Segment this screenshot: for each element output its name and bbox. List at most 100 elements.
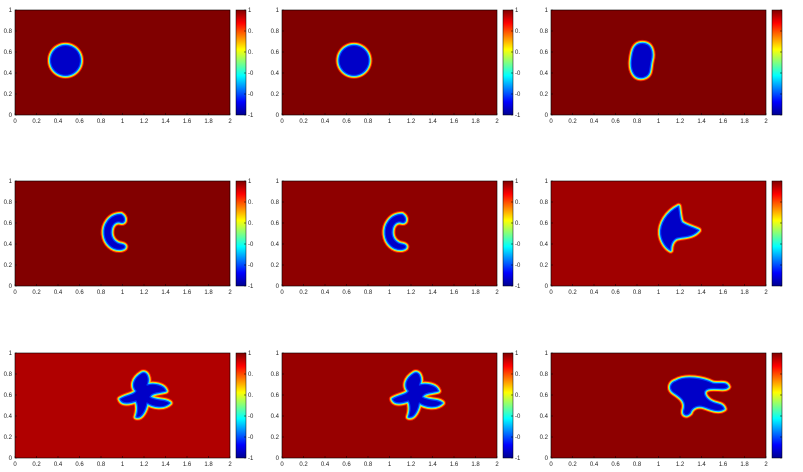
x-tick-label: 1.8 [740, 119, 749, 125]
x-tick-label: 0.8 [364, 290, 373, 296]
colorbar-tick-label: -1 [515, 113, 521, 119]
y-tick-label: 1 [276, 8, 280, 14]
x-tick-label: 2 [495, 119, 499, 125]
x-tick-label: 0.2 [568, 462, 577, 468]
x-tick-label: 0 [280, 119, 284, 125]
x-tick-label: 2 [228, 290, 232, 296]
x-tick-label: 0.6 [611, 462, 620, 468]
x-tick-label: 0.6 [75, 290, 84, 296]
y-tick-label: 0.8 [540, 200, 549, 206]
colorbar [771, 180, 783, 287]
panel-2: 0 0.2 0.4 0.6 0.8 1 1.2 1.4 1.6 1.8 2 0 0.2 0.4 0.6 0.8… [271, 8, 521, 125]
x-tick-label: 1.2 [407, 290, 416, 296]
x-tick-label: 1.6 [450, 119, 459, 125]
colorbar-tick-label: 1 [515, 179, 519, 185]
colorbar-tick-label: -0 [248, 92, 254, 98]
colorbar-tick-label: -0 [515, 92, 521, 98]
blob-interior [660, 205, 700, 251]
y-tick-label: 0 [545, 284, 549, 290]
colorbar-tick-label: 0. [248, 221, 253, 227]
x-tick-label: 2 [495, 462, 499, 468]
field-background [15, 181, 230, 286]
y-tick-label: 1 [9, 8, 13, 14]
x-tick-label: 2 [764, 462, 768, 468]
field-background [551, 353, 766, 458]
y-tick-label: 0.8 [540, 372, 549, 378]
y-tick-label: 1 [276, 351, 280, 357]
x-tick-label: 0.6 [342, 462, 351, 468]
x-tick-label: 1 [388, 119, 392, 125]
y-tick-label: 0.6 [271, 393, 280, 399]
panel-1: 0 0.2 0.4 0.6 0.8 1 1.2 1.4 1.6 1.8 2 0 0.2 0.4 0.6 0.8… [4, 8, 254, 125]
blob-interior [384, 213, 407, 251]
colorbar [502, 352, 514, 459]
y-tick-label: 0 [545, 456, 549, 462]
blob-interior [630, 42, 653, 79]
x-tick-label: 0.6 [75, 119, 84, 125]
x-tick-label: 1.2 [676, 119, 685, 125]
x-tick-label: 0.6 [342, 119, 351, 125]
x-tick-label: 1.4 [161, 119, 170, 125]
x-tick-label: 1.8 [471, 290, 480, 296]
y-tick-label: 0.6 [540, 50, 549, 56]
y-tick-label: 0.4 [4, 242, 13, 248]
y-tick-label: 0 [276, 456, 280, 462]
panel-6: 0 0.2 0.4 0.6 0.8 1 1.2 1.4 1.6 1.8 2 0 0.2 0.4 0.6 0.8… [540, 179, 783, 296]
x-tick-label: 0.2 [32, 119, 41, 125]
y-tick-label: 0.2 [271, 92, 280, 98]
colorbar-tick-label: 1 [515, 8, 519, 14]
x-tick-label: 1.4 [161, 462, 170, 468]
x-tick-label: 0.4 [590, 290, 599, 296]
y-tick-label: 0.4 [540, 414, 549, 420]
colorbar [502, 9, 514, 116]
colorbar-tick-label: -0 [515, 263, 521, 269]
colorbar-tick-label: 0. [248, 200, 253, 206]
y-tick-label: 0.6 [4, 221, 13, 227]
colorbar-tick-label: 1 [248, 351, 252, 357]
x-tick-label: 0.2 [299, 119, 308, 125]
x-tick-label: 1 [657, 290, 661, 296]
colorbar-tick-label: -0 [515, 435, 521, 441]
y-tick-label: 1 [545, 351, 549, 357]
blob-interior [669, 377, 729, 416]
x-tick-label: 1.4 [161, 290, 170, 296]
y-tick-label: 0.2 [540, 92, 549, 98]
y-tick-label: 0.6 [540, 221, 549, 227]
colorbar-tick-label: -0 [248, 263, 254, 269]
x-tick-label: 1.8 [740, 462, 749, 468]
colorbar-tick-label: -0 [248, 71, 254, 77]
x-tick-label: 1.8 [471, 462, 480, 468]
y-tick-label: 0.6 [4, 50, 13, 56]
x-tick-label: 0.8 [97, 290, 106, 296]
x-tick-label: 0.2 [32, 462, 41, 468]
x-tick-label: 1.8 [740, 290, 749, 296]
x-tick-label: 0 [280, 290, 284, 296]
x-tick-label: 1.8 [204, 119, 213, 125]
colorbar [235, 9, 247, 116]
colorbar-tick-label: 0. [248, 29, 253, 35]
colorbar-tick-label: 0. [515, 200, 520, 206]
x-tick-label: 0.8 [633, 462, 642, 468]
x-tick-label: 1 [388, 290, 392, 296]
y-tick-label: 0.2 [4, 263, 13, 269]
y-tick-label: 0 [545, 113, 549, 119]
colorbar [771, 9, 783, 116]
x-tick-label: 1.2 [676, 462, 685, 468]
x-tick-label: 0.6 [342, 290, 351, 296]
x-tick-label: 0.4 [321, 290, 330, 296]
panel-8: 0 0.2 0.4 0.6 0.8 1 1.2 1.4 1.6 1.8 2 0 0.2 0.4 0.6 0.8… [271, 351, 521, 468]
x-tick-label: 0.6 [611, 290, 620, 296]
x-tick-label: 0.4 [321, 462, 330, 468]
x-tick-label: 1.8 [471, 119, 480, 125]
x-tick-label: 0.6 [611, 119, 620, 125]
y-tick-label: 0.6 [271, 221, 280, 227]
y-tick-label: 0.6 [540, 393, 549, 399]
field-background [551, 10, 766, 115]
x-tick-label: 1.8 [204, 290, 213, 296]
y-tick-label: 0.2 [271, 263, 280, 269]
y-tick-label: 0.8 [271, 29, 280, 35]
y-tick-label: 1 [545, 8, 549, 14]
x-tick-label: 0.2 [568, 119, 577, 125]
x-tick-label: 0 [280, 462, 284, 468]
